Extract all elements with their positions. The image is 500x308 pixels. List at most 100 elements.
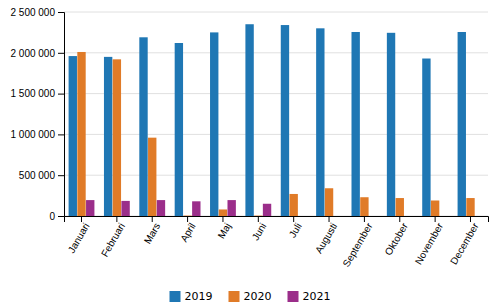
x-tick: September	[341, 216, 375, 269]
y-tick: 2 500 000	[11, 7, 65, 18]
legend-swatch	[170, 291, 181, 302]
grid	[64, 12, 488, 216]
x-tick-label: Maj	[215, 221, 233, 240]
y-tick-label: 0	[49, 211, 55, 222]
x-tick-label: Februari	[99, 221, 127, 259]
x-tick-label: September	[341, 220, 375, 268]
bar	[431, 200, 439, 216]
grid-line	[64, 52, 488, 53]
y-tick: 0	[49, 211, 64, 222]
bar	[360, 197, 368, 216]
legend-label: 2019	[185, 290, 213, 303]
bars	[69, 24, 475, 216]
bar-series	[86, 200, 271, 216]
legend-swatch	[288, 291, 299, 302]
bar	[245, 24, 253, 216]
bar	[157, 200, 165, 216]
bar	[475, 216, 483, 217]
legend-swatch	[229, 291, 240, 302]
bar	[219, 209, 227, 216]
bar	[183, 215, 191, 216]
x-tick-label: Juni	[250, 221, 269, 242]
y-tick-label: 500 000	[19, 170, 56, 181]
x-tick: December	[448, 216, 481, 266]
legend: 2019 2020 2021	[170, 290, 331, 303]
x-tick: Augusti	[313, 216, 339, 255]
y-tick: 1 000 000	[11, 129, 65, 140]
legend-label: 2020	[244, 290, 272, 303]
y-tick-label: 2 500 000	[11, 7, 56, 18]
y-tick: 500 000	[19, 170, 64, 181]
x-tick-label: Juli	[287, 221, 304, 240]
bar	[466, 198, 474, 216]
x-tick-label: Augusti	[313, 221, 339, 255]
bar	[227, 200, 235, 216]
bar	[351, 32, 359, 216]
x-tick-label: Oktober	[383, 220, 411, 257]
bar	[404, 216, 412, 217]
y-tick: 2 000 000	[11, 48, 65, 59]
y-tick-mark	[58, 12, 64, 13]
x-tick: April	[178, 216, 198, 244]
y-tick-mark	[58, 134, 64, 135]
plot: 0 500 000 1 000 000 1 500 000 2 000 000 2 500…	[11, 7, 489, 269]
x-tick-label: Januari	[66, 221, 92, 255]
bar	[289, 194, 297, 216]
y-tick-mark	[58, 94, 64, 95]
y-tick-label: 2 000 000	[11, 48, 56, 59]
y-axis-line	[58, 13, 65, 217]
bar	[210, 32, 218, 216]
x-tick: November	[413, 216, 446, 266]
bar	[316, 28, 324, 216]
bar	[121, 201, 129, 216]
bar	[458, 32, 466, 216]
x-tick-label: Mars	[142, 221, 163, 246]
y-axis: 0 500 000 1 000 000 1 500 000 2 000 000 2 500…	[11, 7, 65, 222]
x-tick-label: April	[178, 221, 198, 244]
bar	[104, 57, 112, 216]
bar	[263, 204, 271, 216]
y-tick-mark	[58, 216, 64, 217]
bar	[334, 216, 342, 217]
grid-line	[64, 12, 488, 13]
x-tick: Juli	[287, 216, 304, 239]
bar	[254, 215, 262, 216]
bar	[192, 201, 200, 216]
bar	[139, 37, 147, 216]
legend-label: 2021	[303, 290, 331, 303]
y-tick-mark	[58, 53, 64, 54]
y-tick-label: 1 500 000	[11, 88, 56, 99]
x-tick: Mars	[142, 216, 163, 246]
x-axis: Januari Februari Mars April Maj Juni Juli Augus…	[65, 216, 489, 269]
x-tick: Maj	[215, 216, 233, 240]
bar-series	[69, 24, 466, 216]
chart: 0 500 000 1 000 000 1 500 000 2 000 000 2 500…	[0, 0, 500, 308]
x-tick: Juni	[250, 216, 269, 242]
bar	[113, 59, 121, 216]
bar	[148, 138, 156, 216]
bar	[422, 59, 430, 216]
legend-item: 2019	[170, 290, 213, 303]
bar	[86, 200, 94, 216]
bar	[69, 56, 77, 216]
bar	[325, 188, 333, 216]
bar	[77, 52, 85, 216]
bar	[175, 43, 183, 216]
bar	[298, 216, 306, 217]
bar	[387, 33, 395, 216]
y-tick-label: 1 000 000	[11, 129, 56, 140]
bar	[369, 216, 377, 217]
x-tick: Januari	[66, 216, 92, 255]
y-tick-mark	[58, 175, 64, 176]
legend-item: 2021	[288, 290, 331, 303]
bar	[281, 25, 289, 216]
bar	[396, 198, 404, 216]
x-tick-label: November	[413, 220, 446, 266]
bar	[440, 216, 448, 217]
x-axis-line	[65, 217, 489, 223]
legend-item: 2020	[229, 290, 272, 303]
bar-series	[77, 52, 474, 216]
y-tick: 1 500 000	[11, 88, 65, 99]
x-tick: Februari	[99, 216, 127, 259]
x-tick-label: December	[448, 220, 481, 266]
